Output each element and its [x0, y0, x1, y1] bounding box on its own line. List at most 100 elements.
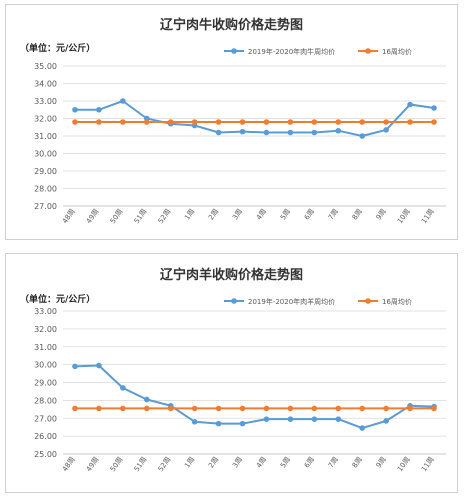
x-tick-label: 8周: [351, 456, 364, 470]
y-tick-label: 33.00: [34, 97, 57, 106]
data-point: [263, 119, 270, 125]
data-point: [143, 396, 150, 403]
data-point: [96, 119, 102, 125]
data-point: [239, 420, 246, 427]
y-tick-label: 32.00: [34, 115, 57, 124]
x-tick-label: 7周: [327, 208, 340, 222]
data-point: [335, 127, 342, 134]
sheep-price-chart: 33.00 32.00 31.00 30.00 29.00 28.00 27.00 26.00…: [34, 297, 446, 474]
data-point: [191, 119, 198, 125]
data-point: [191, 419, 198, 425]
x-tick-label: 11周: [420, 208, 436, 226]
y-tick-label: 33.00: [34, 307, 57, 316]
data-point: [215, 129, 222, 136]
y-tick-label: 31.00: [34, 343, 57, 352]
data-point: [407, 119, 413, 125]
data-point: [215, 119, 222, 125]
data-point: [96, 405, 102, 412]
x-tick-label: 6周: [303, 208, 316, 222]
y-tick-label: 27.00: [34, 202, 57, 211]
data-point: [335, 405, 342, 412]
data-point: [143, 119, 150, 125]
sheep-price-chart-panel: 辽宁肉羊收购价格走势图 （单位：元/公斤） 33.00 32.00 31.00 30.…: [5, 253, 458, 493]
x-tick-label: 1周: [183, 456, 196, 470]
x-tick-label: 10周: [396, 208, 412, 226]
x-tick-label: 1周: [183, 208, 196, 222]
data-point: [143, 405, 150, 412]
y-tick-label: 30.00: [34, 361, 57, 370]
x-tick-label: 5周: [279, 208, 292, 222]
legend-marker: [365, 298, 371, 304]
x-tick-label: 50周: [109, 208, 125, 226]
unit-label: （单位：元/公斤）: [20, 295, 96, 305]
y-tick-label: 31.00: [34, 132, 57, 141]
x-tick-label: 11周: [420, 456, 436, 474]
data-point: [359, 405, 366, 412]
x-tick-label: 4周: [255, 208, 268, 222]
data-point: [96, 362, 102, 369]
data-point: [335, 416, 342, 422]
data-point: [431, 119, 437, 125]
x-tick-label: 2周: [207, 208, 220, 222]
data-point: [239, 119, 246, 125]
legend-label: 2019年-2020年肉羊周均价: [248, 297, 335, 306]
data-point: [191, 405, 198, 412]
legend-marker: [231, 298, 237, 304]
data-point: [407, 405, 413, 412]
x-tick-label: 9周: [375, 208, 388, 222]
unit-label: （单位：元/公斤）: [20, 44, 96, 54]
x-tick-label: 49周: [85, 456, 101, 474]
x-tick-label: 10周: [396, 456, 412, 474]
data-point: [359, 119, 366, 125]
data-point: [72, 405, 78, 412]
x-tick-label: 52周: [157, 208, 173, 226]
data-point: [215, 405, 222, 412]
data-point: [96, 106, 102, 113]
data-point: [431, 405, 437, 412]
x-tick-label: 9周: [375, 456, 388, 470]
x-tick-label: 51周: [133, 456, 149, 474]
legend-marker: [365, 48, 371, 54]
data-point: [335, 119, 342, 125]
data-point: [311, 405, 318, 412]
x-tick-label: 2周: [207, 456, 220, 470]
chart-title: 辽宁肉牛收购价格走势图: [159, 18, 303, 33]
data-point: [383, 119, 389, 125]
data-point: [407, 101, 413, 108]
data-point: [383, 405, 389, 412]
data-point: [167, 119, 174, 125]
data-point: [311, 119, 318, 125]
data-point: [383, 418, 389, 424]
y-tick-label: 30.00: [34, 150, 57, 159]
x-tick-label: 7周: [327, 456, 340, 470]
data-point: [287, 129, 294, 136]
y-tick-label: 32.00: [34, 325, 57, 334]
y-tick-label: 25.00: [34, 450, 57, 459]
x-tick-label: 52周: [157, 456, 173, 474]
data-point: [239, 405, 246, 412]
cattle-price-chart: 35.00 34.00 33.00 32.00 31.00 30.00 29.00 28.00…: [34, 47, 446, 226]
data-point: [239, 128, 246, 135]
data-point: [263, 416, 270, 422]
data-point: [287, 405, 294, 412]
y-tick-label: 26.00: [34, 432, 57, 441]
data-point: [359, 133, 366, 139]
x-tick-label: 51周: [133, 208, 149, 226]
data-point: [120, 385, 126, 391]
data-point: [287, 119, 294, 125]
data-point: [120, 405, 126, 412]
x-tick-label: 3周: [231, 208, 244, 222]
data-point: [120, 98, 126, 104]
x-tick-label: 8周: [351, 208, 364, 222]
x-tick-label: 3周: [231, 456, 244, 470]
data-point: [311, 129, 318, 136]
y-tick-label: 29.00: [34, 167, 57, 176]
x-tick-label: 5周: [279, 456, 292, 470]
y-tick-label: 35.00: [34, 62, 57, 71]
data-point: [263, 405, 270, 412]
data-point: [383, 127, 389, 133]
data-point: [263, 129, 270, 136]
data-point: [72, 119, 78, 125]
legend-label: 16周均价: [382, 47, 412, 56]
series-line: [74, 364, 435, 430]
